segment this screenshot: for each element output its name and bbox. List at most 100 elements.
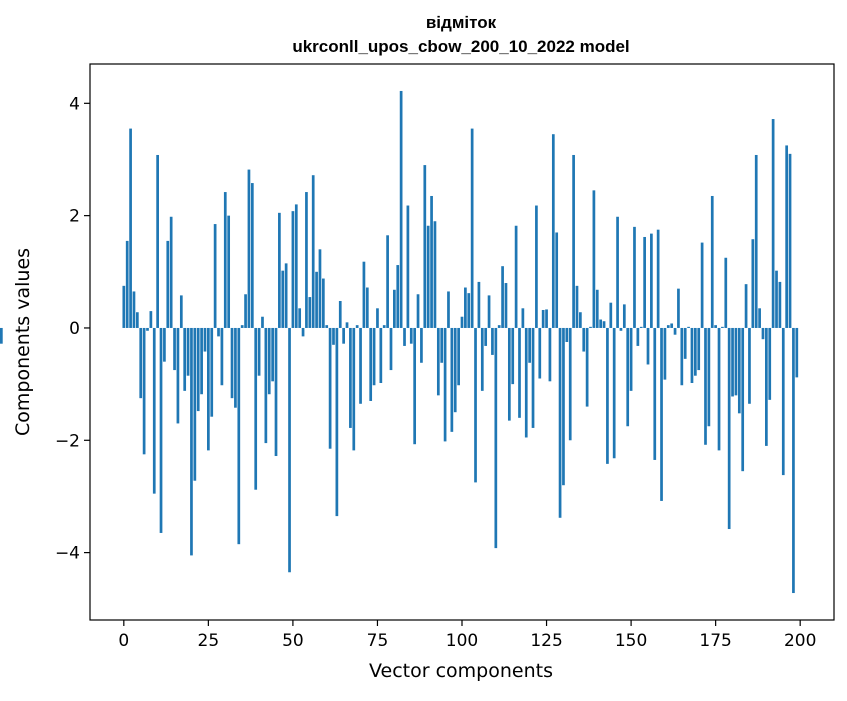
- bar: [125, 240, 129, 328]
- bar: [541, 309, 545, 328]
- bar: [152, 327, 156, 494]
- bar: [633, 226, 636, 328]
- y-axis-ticks: −4 −2 0 2 4: [55, 94, 90, 564]
- bar: [599, 319, 603, 328]
- bar: [362, 261, 366, 328]
- bar: [792, 327, 795, 594]
- bar: [592, 190, 596, 328]
- bar: [450, 327, 454, 432]
- bar: [156, 154, 159, 328]
- bar: [447, 291, 450, 328]
- bar: [491, 327, 494, 355]
- bar: [372, 327, 376, 386]
- bar: [710, 195, 714, 328]
- bar: [237, 327, 241, 545]
- bar: [376, 308, 379, 328]
- x-tick-label: 100: [446, 631, 478, 651]
- bar: [528, 327, 531, 363]
- bar: [443, 327, 447, 442]
- y-axis-label: Components values: [12, 248, 34, 436]
- bar: [352, 327, 356, 451]
- bar: [284, 263, 288, 328]
- bar: [775, 270, 778, 328]
- bar: [737, 327, 741, 414]
- bar: [548, 327, 552, 382]
- bar: [717, 327, 721, 451]
- bar: [267, 327, 271, 395]
- bar: [396, 265, 400, 328]
- bar: [480, 327, 484, 391]
- bar: [217, 327, 220, 337]
- bar: [227, 215, 231, 328]
- bar: [416, 294, 420, 328]
- bar: [420, 327, 423, 363]
- bar: [244, 294, 247, 328]
- bar: [690, 327, 694, 383]
- bar: [551, 134, 555, 328]
- bar: [487, 295, 491, 328]
- bar: [572, 154, 575, 328]
- bar: [568, 327, 572, 441]
- bar: [501, 266, 504, 328]
- bar: [409, 327, 413, 344]
- bar: [606, 327, 609, 464]
- bar: [257, 327, 261, 376]
- bar: [680, 327, 684, 386]
- bar: [697, 327, 701, 371]
- bar: [622, 304, 626, 328]
- bars-group: [0, 90, 799, 594]
- bar: [636, 327, 640, 346]
- bar: [575, 285, 579, 328]
- bar: [727, 327, 731, 530]
- bar: [643, 236, 646, 328]
- bar: [146, 327, 149, 331]
- bar: [335, 327, 339, 517]
- bar: [169, 216, 173, 328]
- bar: [382, 325, 386, 328]
- bar: [220, 327, 224, 386]
- bar: [497, 325, 501, 328]
- bar: [0, 327, 3, 344]
- bar: [196, 327, 200, 412]
- bar: [585, 327, 589, 407]
- plot-frame: [89, 63, 835, 621]
- bar: [687, 326, 690, 328]
- bar: [704, 327, 707, 445]
- bar: [741, 327, 745, 472]
- bar: [210, 327, 214, 417]
- bar: [754, 154, 758, 328]
- bar: [386, 235, 389, 328]
- bar: [403, 327, 406, 346]
- x-axis-ticks: 0 25 50 75 100 125 150 175 200: [118, 620, 816, 651]
- bar: [721, 326, 724, 328]
- bar: [308, 297, 312, 328]
- bar: [328, 327, 332, 449]
- bar: [261, 316, 264, 328]
- bar: [460, 316, 464, 328]
- x-tick-label: 0: [118, 631, 129, 651]
- bar: [629, 327, 633, 391]
- y-tick-label: 0: [69, 319, 80, 339]
- bar: [683, 327, 687, 359]
- bar: [663, 327, 667, 380]
- bar: [186, 327, 190, 376]
- bar: [413, 327, 417, 445]
- bar: [474, 327, 477, 483]
- bar: [609, 302, 613, 328]
- x-tick-label: 25: [198, 631, 220, 651]
- bar: [179, 295, 183, 328]
- bar: [129, 128, 132, 328]
- bar: [761, 327, 765, 340]
- bar: [234, 327, 237, 408]
- bar: [325, 325, 329, 328]
- bar: [731, 327, 734, 397]
- bar: [142, 327, 146, 455]
- bar: [132, 291, 136, 328]
- bar: [406, 205, 410, 328]
- bar: [464, 287, 467, 328]
- bar: [389, 327, 393, 371]
- bar: [565, 327, 569, 342]
- bar: [423, 165, 427, 328]
- bar: [369, 327, 373, 401]
- bar: [616, 216, 619, 328]
